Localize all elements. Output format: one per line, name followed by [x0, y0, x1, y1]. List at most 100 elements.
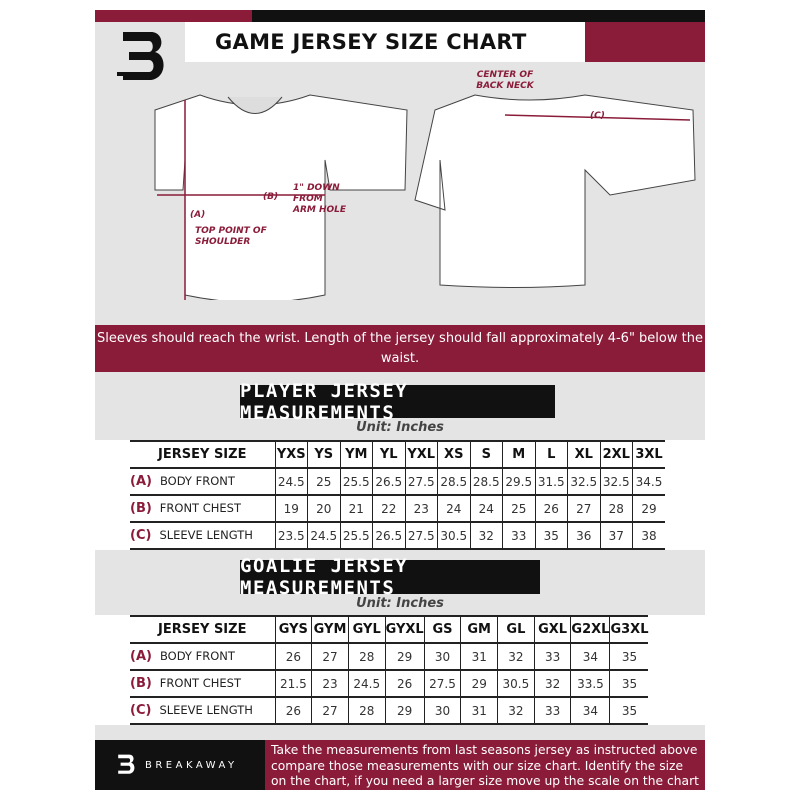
table-cell: 32.5 [567, 468, 600, 496]
table-cell: 34 [570, 643, 610, 671]
row-key: (C) [130, 703, 152, 718]
row-key: (A) [130, 474, 152, 489]
goalie-table: JERSEY SIZE GYS GYM GYL GYXL GS GM GL GXL G2XL G3X… [130, 615, 649, 725]
table-cell: 27 [311, 697, 349, 725]
table-cell: 24.5 [307, 522, 340, 550]
table-cell: 26 [274, 697, 312, 725]
label-c: (C) [590, 111, 605, 121]
table-cell: 29 [632, 495, 665, 523]
size-3xl: 3XL [632, 440, 665, 469]
row-name: BODY FRONT [159, 474, 235, 488]
row-label: (A) BODY FRONT [130, 468, 275, 496]
table-cell: 21.5 [274, 670, 312, 698]
table-cell: 34.5 [632, 468, 665, 496]
table-cell: 26 [274, 643, 312, 671]
top-stripe-maroon [95, 10, 252, 22]
fit-banner-text: Sleeves should reach the wrist. Length o… [97, 331, 703, 366]
size-header: JERSEY SIZE [130, 440, 275, 469]
size-l: L [534, 440, 568, 469]
table-cell: 33.5 [570, 670, 610, 698]
table-cell: 37 [599, 522, 633, 550]
table-cell: 30 [423, 643, 461, 671]
size-g3xl: G3XL [609, 615, 649, 644]
table-cell: 35 [534, 522, 568, 550]
table-cell: 28 [347, 643, 386, 671]
table-cell: 27 [311, 643, 349, 671]
goalie-heading: GOALIE JERSEY MEASUREMENTS [240, 555, 540, 599]
footer-instructions: Take the measurements from last seasons … [265, 740, 705, 790]
table-cell: 36 [567, 522, 600, 550]
footer-brand-name: BREAKAWAY [145, 759, 238, 771]
row-name: SLEEVE LENGTH [159, 703, 253, 717]
table-cell: 25.5 [339, 468, 373, 496]
row-label: (C) SLEEVE LENGTH [130, 522, 275, 550]
row-label: (B) FRONT CHEST [130, 495, 275, 523]
row-name: SLEEVE LENGTH [159, 528, 253, 542]
table-cell: 24 [437, 495, 470, 523]
row-name: FRONT CHEST [159, 676, 242, 690]
size-header-row: JERSEY SIZE GYS GYM GYL GYXL GS GM GL GXL G2XL G3X… [130, 615, 649, 644]
table-row: (A) BODY FRONT 26 27 28 29 30 31 32 33 34 35 [130, 643, 649, 671]
row-key: (B) [130, 501, 152, 516]
row-name: BODY FRONT [159, 649, 235, 663]
table-cell: 26 [534, 495, 568, 523]
footer-brand: BREAKAWAY [95, 740, 265, 790]
table-cell: 23 [404, 495, 438, 523]
table-row: (A) BODY FRONT 24.5 25 25.5 26.5 27.5 28.5 28.5 2… [130, 468, 665, 496]
table-cell: 33 [533, 697, 571, 725]
table-row: (C) SLEEVE LENGTH 23.5 24.5 25.5 26.5 27.5 30.5… [130, 522, 665, 550]
title-accent [585, 22, 705, 62]
table-cell: 23.5 [274, 522, 308, 550]
table-cell: 30.5 [497, 670, 535, 698]
table-cell: 32 [469, 522, 503, 550]
table-cell: 29.5 [502, 468, 535, 496]
size-gys: GYS [274, 615, 312, 644]
table-cell: 28.5 [469, 468, 503, 496]
table-cell: 29 [384, 643, 425, 671]
table-cell: 27 [567, 495, 600, 523]
size-gyxl: GYXL [384, 615, 425, 644]
row-key: (B) [130, 676, 152, 691]
table-cell: 25 [502, 495, 535, 523]
size-s: S [469, 440, 503, 469]
table-cell: 22 [372, 495, 405, 523]
size-g2xl: G2XL [570, 615, 610, 644]
table-cell: 34 [570, 697, 610, 725]
table-row: (B) FRONT CHEST 21.5 23 24.5 26 27.5 29 30.5 32 33… [130, 670, 649, 698]
table-cell: 32 [497, 697, 535, 725]
table-row: (B) FRONT CHEST 19 20 21 22 23 24 24 25 26 27 28 29 [130, 495, 665, 523]
table-cell: 29 [384, 697, 425, 725]
size-gm: GM [460, 615, 498, 644]
table-cell: 29 [460, 670, 498, 698]
table-cell: 33 [502, 522, 535, 550]
size-2xl: 2XL [599, 440, 633, 469]
top-stripe-black [252, 10, 705, 22]
table-cell: 28 [347, 697, 386, 725]
player-unit: Unit: Inches [356, 420, 444, 435]
fit-banner: Sleeves should reach the wrist. Length o… [95, 325, 705, 372]
table-cell: 33 [533, 643, 571, 671]
jersey-diagram [154, 94, 696, 300]
table-cell: 30 [423, 697, 461, 725]
table-cell: 25.5 [339, 522, 373, 550]
table-cell: 24.5 [347, 670, 386, 698]
table-cell: 21 [339, 495, 373, 523]
table-cell: 26 [384, 670, 425, 698]
label-a-note: TOP POINT OF SHOULDER [195, 226, 267, 247]
size-gym: GYM [311, 615, 349, 644]
player-heading: PLAYER JERSEY MEASUREMENTS [240, 380, 555, 424]
table-cell: 32 [497, 643, 535, 671]
table-cell: 20 [307, 495, 340, 523]
page-title: GAME JERSEY SIZE CHART [185, 22, 585, 62]
row-name: FRONT CHEST [159, 501, 242, 515]
table-cell: 31.5 [534, 468, 568, 496]
table-cell: 35 [609, 670, 649, 698]
size-gs: GS [423, 615, 461, 644]
table-cell: 27.5 [404, 522, 438, 550]
size-header: JERSEY SIZE [130, 615, 275, 644]
size-yxl: YXL [404, 440, 438, 469]
brand-logo [115, 28, 170, 88]
goalie-unit: Unit: Inches [356, 596, 444, 611]
table-cell: 26.5 [372, 522, 405, 550]
goalie-table-wrap: JERSEY SIZE GYS GYM GYL GYXL GS GM GL GXL G2XL G3X… [95, 615, 705, 725]
